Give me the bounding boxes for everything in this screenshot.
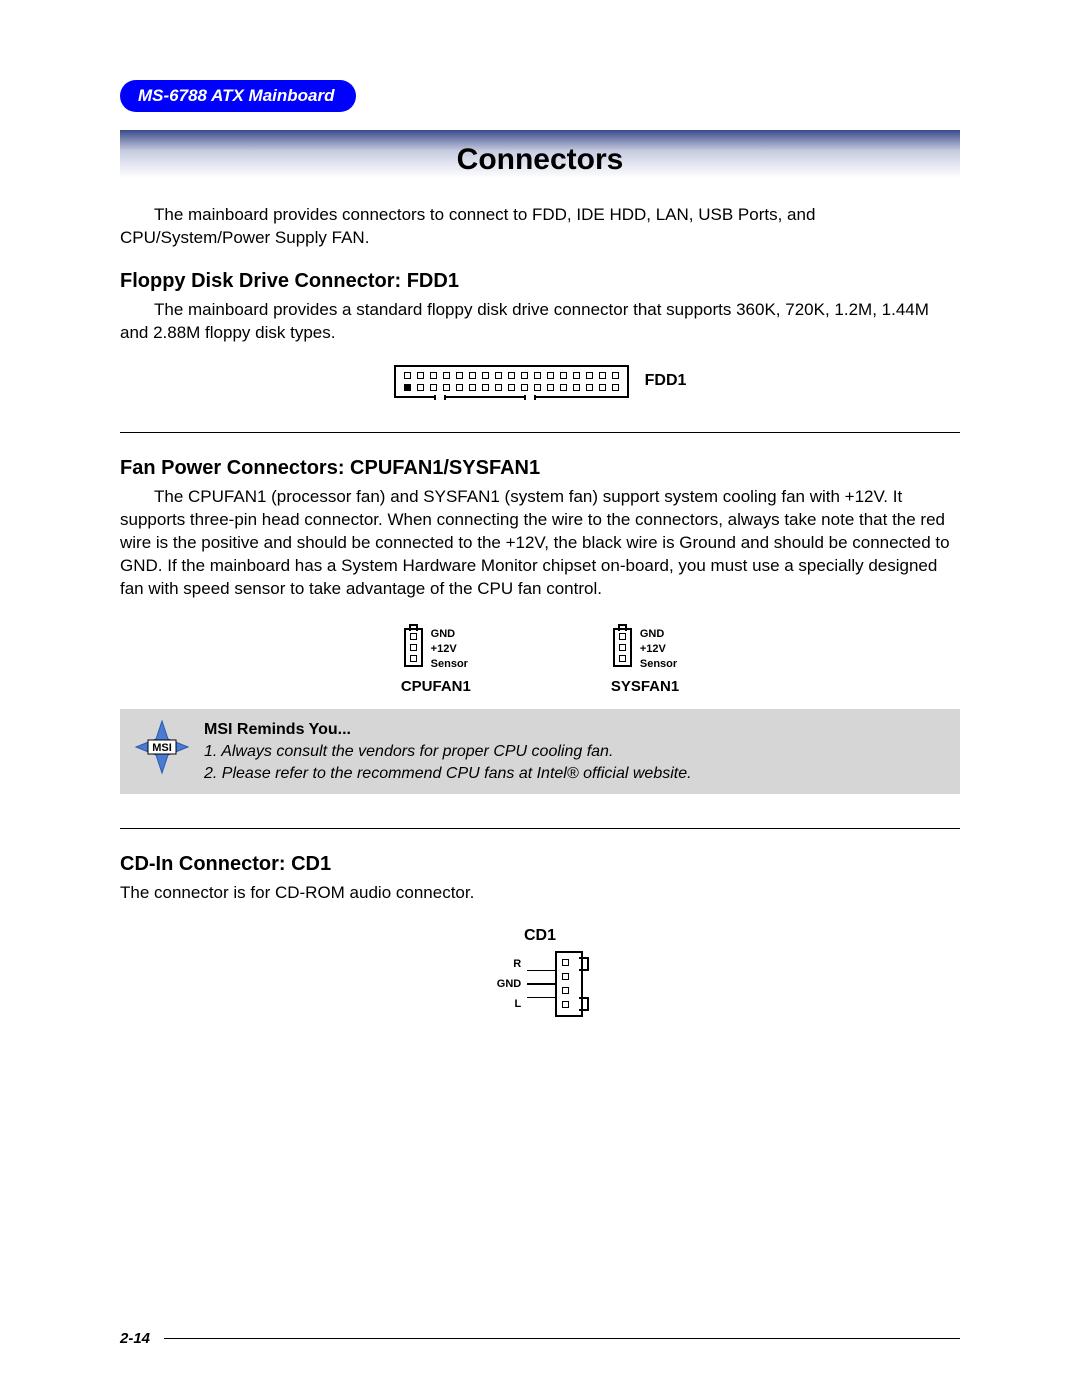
svg-text:MSI: MSI [152,742,172,754]
fan-diagrams: GND +12V Sensor CPUFAN1 GND +12V Sensor SYSFAN1 [120,628,960,695]
cd-heading: CD-In Connector: CD1 [120,853,960,876]
divider [120,432,960,433]
fan-text: The CPUFAN1 (processor fan) and SYSFAN1 … [120,486,960,601]
product-header: MS-6788 ATX Mainboard [120,80,356,112]
reminder-note-1: 1. Always consult the vendors for proper… [204,741,692,763]
fdd-connector-icon [394,365,629,398]
cd-pin-r: R [497,958,521,970]
fdd-diagram: FDD1 [120,365,960,398]
fdd-heading: Floppy Disk Drive Connector: FDD1 [120,270,960,293]
page-number: 2-14 [120,1330,150,1347]
reminder-box: MSI MSI Reminds You... 1. Always consult… [120,709,960,794]
fan-connector-icon [404,628,423,667]
divider [120,828,960,829]
fan-heading: Fan Power Connectors: CPUFAN1/SYSFAN1 [120,457,960,480]
fdd-text: The mainboard provides a standard floppy… [120,299,960,345]
fdd-label: FDD1 [645,372,687,390]
cd-connector-icon [555,951,583,1017]
fan-pin-label: Sensor [431,658,468,670]
cd-pin-l: L [497,998,521,1010]
page-footer: 2-14 [120,1330,960,1347]
fan-pin-label: +12V [431,643,468,655]
reminder-title: MSI Reminds You... [204,719,692,741]
msi-logo-icon: MSI [134,719,190,775]
fan-pin-label: GND [640,628,677,640]
fan-pin-label: +12V [640,643,677,655]
fan-pin-label: Sensor [640,658,677,670]
cd-pin-gnd: GND [497,978,521,990]
cd-text: The connector is for CD-ROM audio connec… [120,882,960,905]
fan-pin-label: GND [431,628,468,640]
intro-text: The mainboard provides connectors to con… [120,204,960,250]
section-banner: Connectors [120,130,960,190]
reminder-text: MSI Reminds You... 1. Always consult the… [204,719,692,784]
fan-connector: GND +12V Sensor SYSFAN1 [611,628,679,695]
banner-title: Connectors [457,143,624,177]
fan-connector: GND +12V Sensor CPUFAN1 [401,628,471,695]
manual-page: MS-6788 ATX Mainboard Connectors The mai… [0,0,1080,1397]
fan-name: SYSFAN1 [611,678,679,695]
fan-name: CPUFAN1 [401,678,471,695]
cd-diagram: CD1 R GND L [120,927,960,1017]
cd-label: CD1 [120,927,960,945]
reminder-note-2: 2. Please refer to the recommend CPU fan… [204,763,692,785]
fan-connector-icon [613,628,632,667]
